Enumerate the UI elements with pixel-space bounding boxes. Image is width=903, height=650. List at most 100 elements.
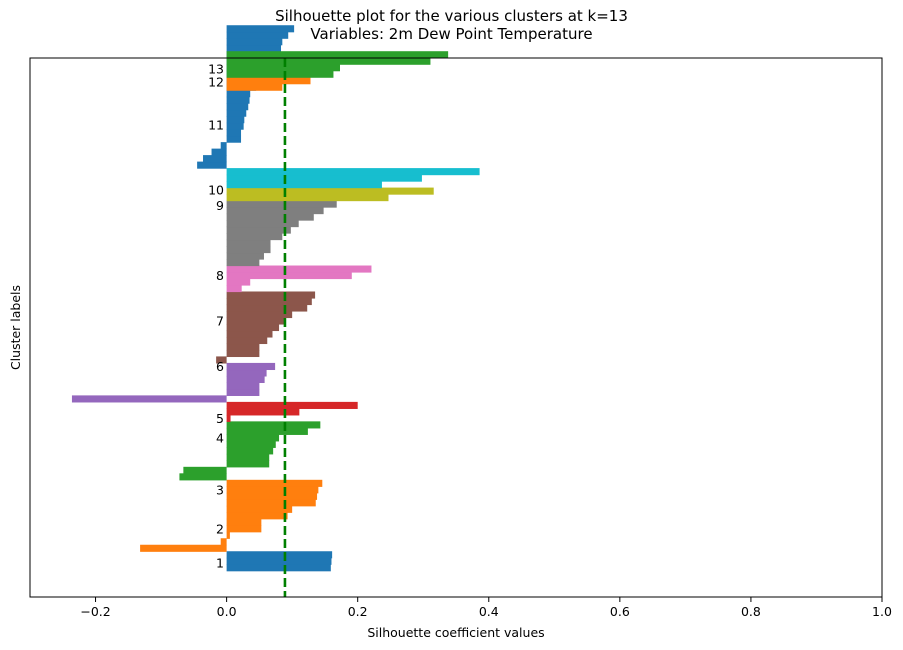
silhouette-bar-cluster-3 — [226, 440, 276, 448]
cluster-label: 8 — [216, 268, 224, 283]
silhouette-bar-cluster-5 — [226, 369, 267, 377]
silhouette-bar-cluster-5 — [226, 382, 260, 390]
silhouette-bar-cluster-7 — [226, 265, 372, 273]
silhouette-bar-cluster-6 — [226, 349, 260, 358]
silhouette-bar-cluster-8 — [226, 226, 291, 234]
cluster-label: 5 — [216, 411, 224, 426]
cluster-label: 3 — [216, 482, 224, 497]
silhouette-bar-cluster-11 — [211, 148, 227, 156]
silhouette-bar-cluster-8 — [226, 233, 283, 241]
silhouette-bar-cluster-10 — [226, 174, 422, 182]
silhouette-bar-cluster-7 — [226, 284, 242, 293]
silhouette-bar-cluster-10 — [226, 181, 382, 189]
silhouette-bar-cluster-6 — [226, 291, 316, 299]
x-tick-label: 0.2 — [348, 604, 368, 619]
silhouette-bar-cluster-5 — [226, 375, 265, 383]
silhouette-bar-cluster-1 — [226, 551, 333, 559]
x-axis-label: Silhouette coefficient values — [367, 625, 544, 640]
silhouette-bar-cluster-11 — [226, 109, 247, 117]
silhouette-bar-cluster-6 — [226, 343, 260, 351]
silhouette-bar-cluster-8 — [226, 213, 314, 221]
cluster-label: 1 — [216, 556, 224, 571]
silhouette-bar-cluster-8 — [226, 259, 260, 267]
chart-subtitle: Variables: 2m Dew Point Temperature — [310, 25, 593, 43]
silhouette-bar-cluster-11 — [226, 135, 242, 143]
silhouette-bar-cluster-3 — [226, 434, 280, 442]
silhouette-bar-cluster-2 — [226, 525, 262, 533]
silhouette-bar-cluster-11 — [226, 116, 245, 124]
silhouette-bar-cluster-12 — [226, 77, 311, 85]
silhouette-bar-cluster-9 — [226, 187, 434, 195]
silhouette-bar-cluster-6 — [226, 310, 293, 319]
x-ticks-layer: −0.2 0.0 0.2 0.4 0.6 0.8 1.0 — [80, 597, 892, 619]
cluster-label: 6 — [216, 359, 224, 374]
silhouette-bar-cluster-3 — [226, 453, 270, 461]
x-tick-label: −0.2 — [80, 604, 110, 619]
silhouette-bar-cluster-2 — [226, 505, 293, 513]
silhouette-bar-cluster-2 — [226, 499, 316, 507]
silhouette-bar-cluster-2 — [226, 479, 323, 487]
silhouette-bar-cluster-6 — [226, 297, 312, 306]
silhouette-bar-cluster-8 — [226, 246, 271, 254]
silhouette-bar-cluster-2 — [226, 512, 288, 520]
silhouette-bar-cluster-6 — [226, 304, 308, 312]
silhouette-bar-cluster-12 — [226, 83, 283, 91]
silhouette-bar-cluster-3 — [183, 466, 227, 474]
silhouette-bar-cluster-11 — [226, 122, 244, 130]
silhouette-bar-cluster-5 — [71, 395, 227, 403]
chart-title: Silhouette plot for the various clusters… — [275, 7, 628, 25]
silhouette-bar-cluster-2 — [226, 492, 318, 500]
silhouette-bar-cluster-6 — [216, 356, 227, 364]
x-tick-label: 0.6 — [610, 604, 630, 619]
cluster-label: 4 — [216, 430, 224, 445]
silhouette-bar-cluster-3 — [226, 427, 308, 435]
x-tick-label: 0.0 — [217, 604, 237, 619]
silhouette-bar-cluster-11 — [197, 161, 227, 169]
silhouette-bar-cluster-2 — [140, 544, 227, 552]
silhouette-bar-cluster-11 — [226, 38, 283, 46]
x-tick-label: 0.8 — [741, 604, 761, 619]
silhouette-bar-cluster-5 — [226, 362, 276, 371]
y-axis-label: Cluster labels — [8, 285, 23, 370]
silhouette-bar-cluster-11 — [203, 155, 227, 163]
silhouette-bar-cluster-3 — [226, 460, 270, 468]
silhouette-bar-cluster-3 — [179, 473, 227, 481]
silhouette-bar-cluster-13 — [226, 57, 431, 65]
silhouette-bar-cluster-11 — [226, 96, 250, 104]
cluster-label: 11 — [208, 117, 224, 132]
silhouette-bar-cluster-1 — [226, 564, 331, 572]
silhouette-bar-cluster-6 — [226, 323, 280, 332]
silhouette-bar-cluster-11 — [226, 44, 282, 52]
silhouette-bar-cluster-4 — [226, 401, 358, 409]
cluster-label: 10 — [208, 182, 224, 197]
silhouette-bar-cluster-8 — [226, 200, 337, 208]
silhouette-bar-cluster-4 — [226, 408, 300, 416]
silhouette-bar-cluster-1 — [226, 557, 332, 565]
silhouette-bar-cluster-7 — [226, 272, 352, 280]
x-tick-label: 0.4 — [479, 604, 499, 619]
cluster-label: 2 — [216, 521, 224, 536]
cluster-label: 12 — [208, 75, 224, 90]
silhouette-bar-cluster-3 — [226, 421, 321, 429]
silhouette-bar-cluster-11 — [220, 142, 227, 150]
silhouette-bar-cluster-2 — [226, 531, 230, 539]
cluster-label: 13 — [208, 62, 224, 77]
silhouette-bar-cluster-7 — [226, 278, 251, 286]
silhouette-bar-cluster-5 — [226, 388, 260, 396]
silhouette-bar-cluster-11 — [226, 90, 251, 98]
plot-frame — [29, 57, 883, 598]
silhouette-bar-cluster-6 — [226, 317, 286, 325]
silhouette-bar-cluster-11 — [226, 103, 249, 111]
silhouette-bar-cluster-3 — [226, 447, 274, 455]
silhouette-bar-cluster-8 — [226, 207, 324, 215]
bars-layer — [71, 25, 480, 572]
silhouette-bar-cluster-11 — [226, 25, 295, 33]
silhouette-bar-cluster-2 — [226, 486, 319, 494]
silhouette-bar-cluster-6 — [226, 330, 273, 338]
silhouette-bar-cluster-10 — [226, 168, 480, 176]
cluster-label: 9 — [216, 198, 224, 213]
silhouette-bar-cluster-8 — [226, 239, 271, 247]
